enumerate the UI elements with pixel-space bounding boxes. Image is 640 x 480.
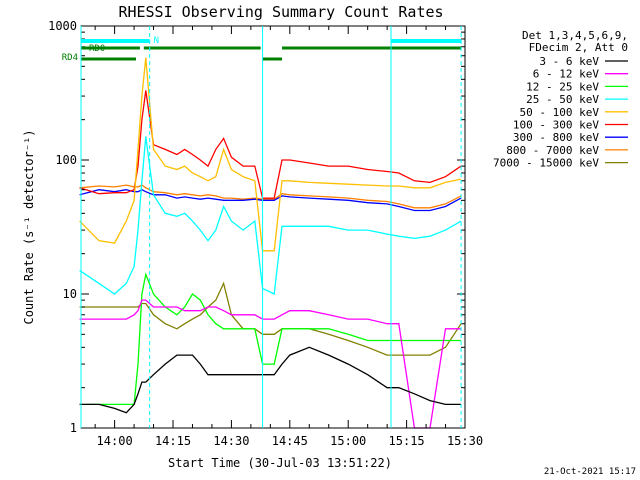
series-line [79,136,462,295]
x-axis-label: Start Time (30-Jul-03 13:51:22) [168,456,392,470]
x-tick-label: 15:00 [330,434,366,448]
legend-entry-label: 800 - 7000 keV [506,144,599,157]
series-line [79,188,462,212]
legend-entry-label: 50 - 100 keV [520,106,600,119]
x-axis: 14:00 14:15 14:30 14:45 15:00 15:15 15:30 [94,26,483,448]
n-flag-label: N [154,36,159,46]
legend-entry-label: 3 - 6 keV [539,55,599,68]
rd4-label: RD4 [62,53,78,63]
x-tick-label: 14:30 [213,434,249,448]
legend-entry-label: 300 - 800 keV [513,131,599,144]
y-tick-label: 10 [63,287,77,301]
series-line [79,272,462,406]
legend-entry-label: 100 - 300 keV [513,119,599,132]
series-line [79,57,462,252]
y-tick-label: 1 [70,421,77,435]
footer-date: 21-Oct-2021 15:17 [544,467,636,477]
y-tick-label: 1000 [48,19,77,33]
series-line [79,299,462,429]
x-tick-label: 14:15 [155,434,191,448]
legend-entry-label: 12 - 25 keV [526,80,599,93]
series-lines [79,57,462,429]
x-tick-label: 15:15 [389,434,425,448]
x-tick-label: 14:00 [97,434,133,448]
legend-entry-label: 25 - 50 keV [526,93,599,106]
legend-entry-label: 7000 - 15000 keV [493,157,599,170]
y-axis-label: Count Rate (s⁻¹ detector⁻¹) [22,129,36,324]
y-tick-label: 100 [55,153,77,167]
y-axis: 1 10 100 1000 [48,19,465,435]
rd0-label: RD0 [89,44,105,54]
x-tick-label: 15:30 [447,434,483,448]
legend-entry-label: 6 - 12 keV [533,68,600,81]
instrument-flags: RD0 RD4 N [62,26,462,428]
legend-header-2: FDecim 2, Att 0 [529,41,628,54]
series-line [79,184,462,209]
series-line [79,346,462,414]
x-tick-label: 14:45 [272,434,308,448]
legend-header-1: Det 1,3,4,5,6,9, [522,29,628,42]
series-line [79,90,462,199]
chart-title: RHESSI Observing Summary Count Rates [118,3,443,21]
